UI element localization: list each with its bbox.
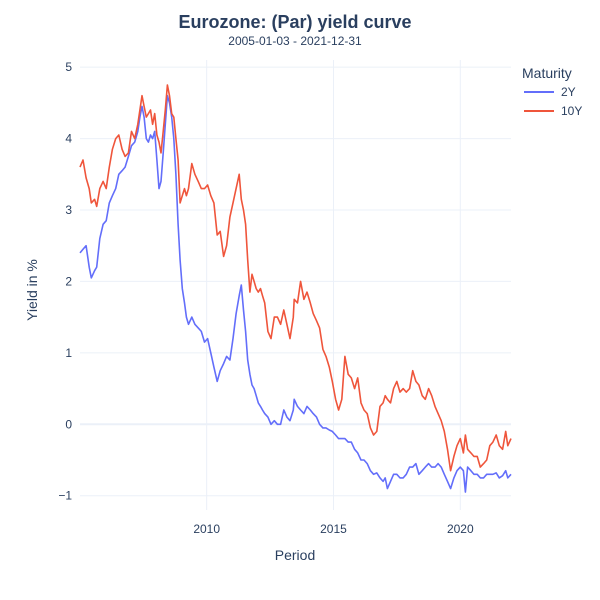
chart-title: Eurozone: (Par) yield curve xyxy=(178,12,411,32)
legend-item-10y[interactable]: 10Y xyxy=(524,104,582,118)
y-tick-label: 0 xyxy=(65,417,72,431)
series-line-10y xyxy=(79,84,512,472)
x-tick-label: 2020 xyxy=(447,522,474,536)
y-axis-title: Yield in % xyxy=(24,259,40,321)
y-tick-label: 4 xyxy=(65,132,72,146)
x-axis-title: Period xyxy=(275,547,315,563)
y-tick-label: −1 xyxy=(58,489,72,503)
y-tick-label: 1 xyxy=(65,346,72,360)
legend-label-2y: 2Y xyxy=(561,85,576,99)
legend: Maturity 2Y 10Y xyxy=(522,65,582,118)
legend-label-10y: 10Y xyxy=(561,104,582,118)
y-tick-label: 3 xyxy=(65,203,72,217)
x-tick-label: 2015 xyxy=(320,522,347,536)
x-axis-ticks: 2010 2015 2020 xyxy=(193,522,474,536)
series-line-2y xyxy=(79,94,512,493)
chart-subtitle: 2005-01-03 - 2021-12-31 xyxy=(228,34,362,48)
series-layer xyxy=(79,84,512,493)
y-axis-ticks: −1 0 1 2 3 4 5 xyxy=(58,60,72,503)
y-tick-label: 2 xyxy=(65,274,72,288)
legend-item-2y[interactable]: 2Y xyxy=(524,85,576,99)
y-tick-label: 5 xyxy=(65,60,72,74)
legend-title: Maturity xyxy=(522,65,572,81)
x-tick-label: 2010 xyxy=(193,522,220,536)
